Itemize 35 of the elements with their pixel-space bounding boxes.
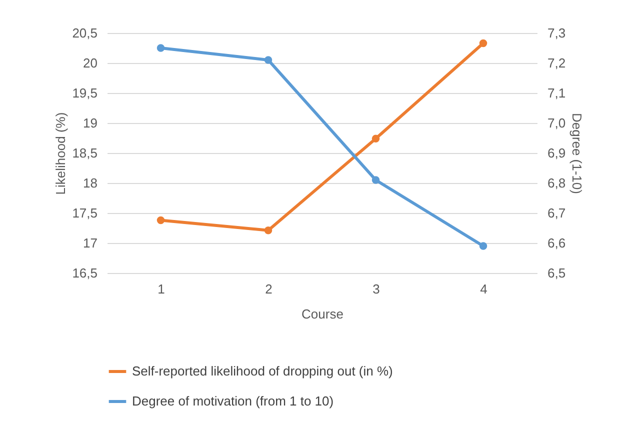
- x-tick-label: 2: [265, 282, 272, 296]
- point: [479, 39, 488, 48]
- y-tick-label: 19,5: [72, 86, 98, 100]
- point: [156, 44, 165, 52]
- y2-tick-label: 7,2: [548, 56, 566, 70]
- y2-tick-label: 7,3: [548, 26, 566, 40]
- y2-tick-label: 6,6: [548, 236, 566, 250]
- point: [156, 216, 165, 224]
- legend-label: Degree of motivation (from 1 to 10): [132, 394, 334, 408]
- x-tick-label: 3: [372, 282, 380, 296]
- y2-tick-label: 7,1: [548, 86, 566, 100]
- y2-tick-label: 6,9: [548, 146, 566, 160]
- y-tick-label: 19: [83, 116, 98, 130]
- y-axis-title: Likelihood (%): [53, 112, 68, 195]
- y2-tick-label: 6,7: [548, 206, 566, 220]
- legend-label: Self-reported likelihood of dropping out (in %): [132, 364, 393, 378]
- y-tick-label: 20,5: [72, 26, 98, 40]
- y-tick-label: 16,5: [72, 266, 98, 280]
- y-tick-label: 17: [83, 236, 98, 250]
- point: [264, 56, 272, 64]
- y2-axis-title: Degree (1-10): [570, 113, 585, 194]
- y-tick-label: 20: [83, 56, 98, 70]
- x-tick-label: 4: [480, 282, 488, 296]
- y-tick-label: 17,5: [72, 206, 98, 220]
- y2-tick-label: 6,8: [548, 176, 566, 190]
- y-tick-label: 18: [83, 176, 98, 190]
- x-axis-title: Course: [302, 306, 344, 322]
- point: [372, 134, 380, 142]
- y2-tick-label: 7,0: [548, 116, 566, 130]
- x-tick-label: 1: [158, 282, 165, 296]
- point: [264, 226, 272, 234]
- y-tick-label: 18,5: [72, 146, 98, 160]
- point: [372, 176, 380, 184]
- y2-tick-label: 6,5: [548, 266, 566, 280]
- point: [479, 242, 488, 250]
